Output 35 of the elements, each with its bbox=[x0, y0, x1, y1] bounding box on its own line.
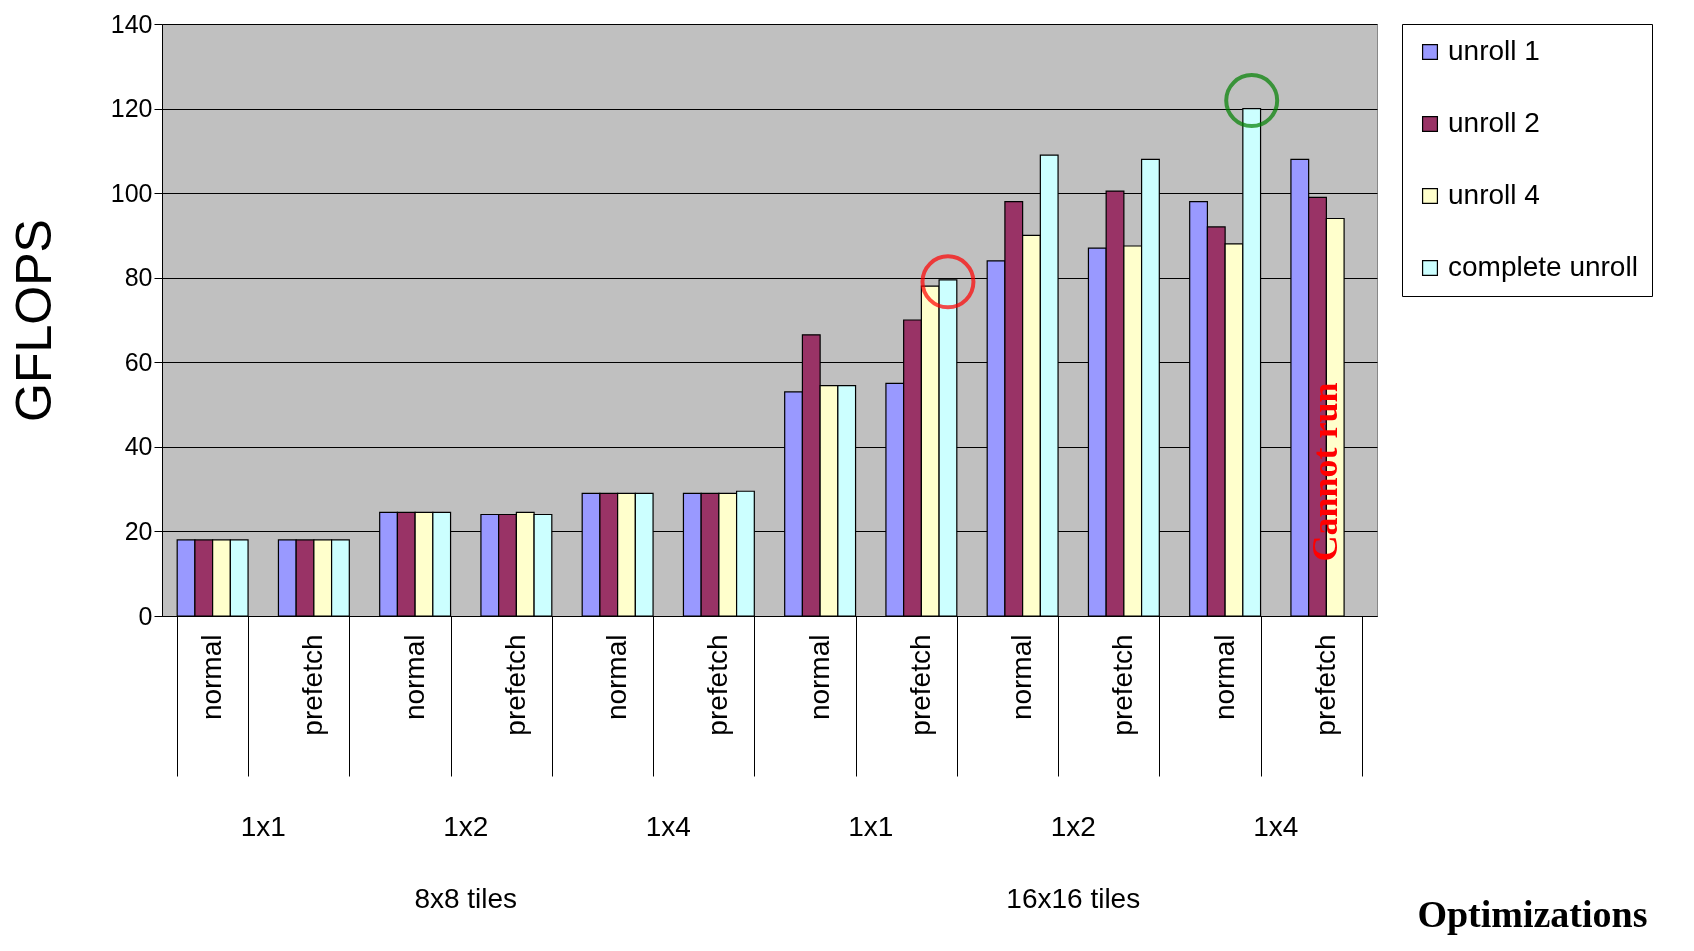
x-tick-label: prefetch bbox=[1107, 634, 1139, 736]
y-tick-label: 60 bbox=[124, 347, 153, 376]
x-tick-label: normal bbox=[398, 634, 430, 721]
x-tick-label: prefetch bbox=[1309, 634, 1341, 736]
legend-label: unroll 2 bbox=[1448, 107, 1540, 138]
y-tick-label: 80 bbox=[124, 263, 153, 292]
y-tick-label: 40 bbox=[124, 432, 153, 461]
text: 1x1 bbox=[848, 811, 894, 842]
text: 1x4 bbox=[645, 811, 691, 842]
x-tick-label: normal bbox=[196, 634, 228, 721]
text: 8x8 tiles bbox=[414, 883, 518, 914]
legend-label: unroll 1 bbox=[1448, 35, 1540, 66]
x-tick-label: prefetch bbox=[904, 634, 936, 736]
y-tick-label: 140 bbox=[110, 9, 153, 38]
y-tick-label: 0 bbox=[138, 601, 153, 630]
x-tick-label: normal bbox=[1006, 634, 1038, 721]
text: 1x4 bbox=[1253, 811, 1299, 842]
x-tick-label: normal bbox=[1208, 634, 1240, 721]
text: 16x16 tiles bbox=[1006, 883, 1141, 914]
text: 1x2 bbox=[443, 811, 489, 842]
x-tick-label: prefetch bbox=[702, 634, 734, 736]
x-tick-label: normal bbox=[601, 634, 633, 721]
text: 1x2 bbox=[1050, 811, 1096, 842]
y-tick-label: 20 bbox=[124, 516, 153, 545]
y-tick-label: 120 bbox=[110, 94, 153, 123]
legend-label: complete unroll bbox=[1448, 251, 1638, 282]
x-tick-label: prefetch bbox=[499, 634, 531, 736]
y-axis-title: GFLOPS bbox=[5, 219, 62, 422]
x-tick-label: prefetch bbox=[297, 634, 329, 736]
y-tick-label: 100 bbox=[110, 178, 153, 207]
x-tick-label: normal bbox=[803, 634, 835, 721]
annotation: Cannot run bbox=[1305, 382, 1346, 562]
text: 1x1 bbox=[240, 811, 286, 842]
legend-label: unroll 4 bbox=[1448, 179, 1540, 210]
x-axis-title: Optimizations bbox=[1417, 892, 1648, 935]
